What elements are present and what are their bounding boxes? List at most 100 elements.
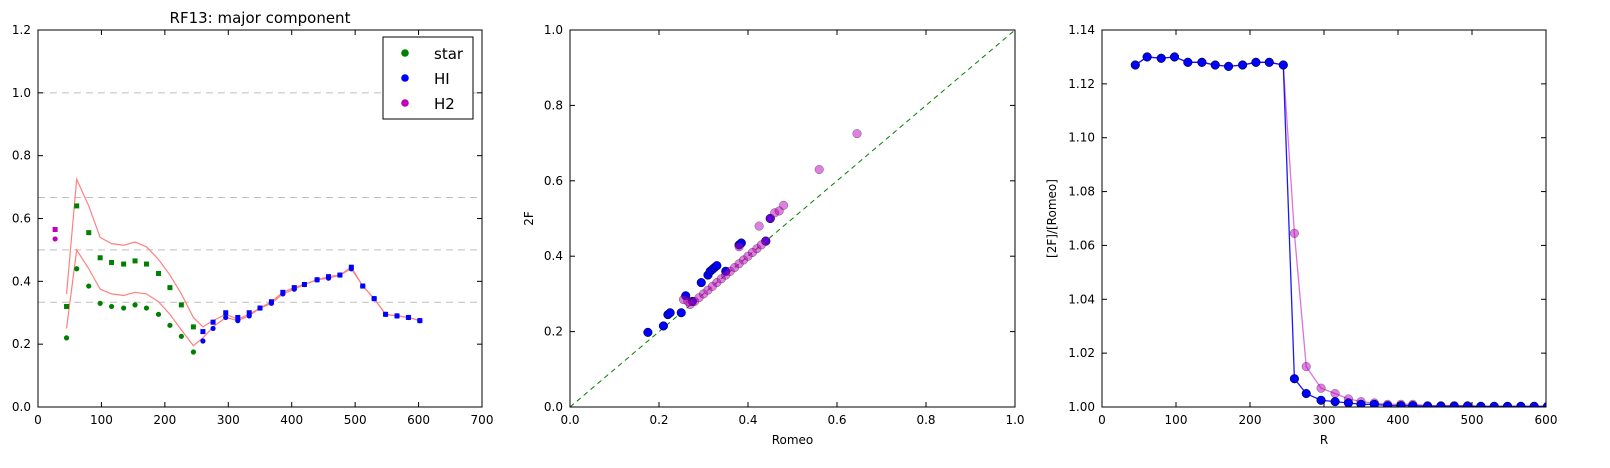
data-point xyxy=(155,311,162,317)
legend-label: HI xyxy=(434,70,450,88)
y-tick-label: 0.4 xyxy=(12,274,31,288)
y-tick-label: 0.0 xyxy=(544,400,563,414)
data-point xyxy=(405,314,411,320)
data-point xyxy=(337,272,343,278)
data-point xyxy=(1238,60,1248,70)
data-point xyxy=(1264,57,1274,67)
data-point xyxy=(143,261,149,267)
data-point xyxy=(63,335,70,341)
y-tick-label: 1.00 xyxy=(1068,400,1095,414)
data-point xyxy=(1330,397,1340,407)
plot-area xyxy=(38,92,482,355)
data-point xyxy=(1183,57,1193,67)
y-tick-label: 0.0 xyxy=(12,400,31,414)
data-point xyxy=(1223,61,1234,71)
data-point xyxy=(754,221,764,231)
plot-area xyxy=(570,30,1015,407)
data-point xyxy=(52,236,58,242)
data-point xyxy=(1330,388,1340,399)
y-tick-label: 1.2 xyxy=(12,23,31,37)
x-tick-label: 0.6 xyxy=(827,413,846,427)
data-point xyxy=(235,314,241,320)
x-tick-label: 100 xyxy=(1165,413,1188,427)
legend-marker xyxy=(401,74,409,82)
y-tick-label: 1.08 xyxy=(1068,185,1095,199)
data-point xyxy=(1542,402,1546,407)
x-tick-label: 0.8 xyxy=(916,413,935,427)
y-tick-label: 1.10 xyxy=(1068,131,1095,145)
y-tick-label: 1.06 xyxy=(1068,238,1095,252)
data-point xyxy=(1356,399,1366,407)
legend-label: star xyxy=(434,45,464,63)
data-point xyxy=(852,129,862,139)
data-point xyxy=(1316,395,1326,405)
data-point xyxy=(371,296,377,302)
data-point xyxy=(143,305,150,311)
series-line xyxy=(1134,56,1546,407)
data-point xyxy=(1463,401,1473,407)
data-point xyxy=(210,319,216,325)
data-point xyxy=(109,259,115,265)
data-point xyxy=(167,322,173,328)
data-point xyxy=(1142,52,1152,62)
plot-area xyxy=(1130,52,1546,407)
data-point xyxy=(1502,401,1513,407)
data-point xyxy=(291,285,297,291)
legend-box xyxy=(382,36,474,120)
data-point xyxy=(223,310,229,316)
data-point xyxy=(643,327,653,337)
data-point xyxy=(74,203,80,209)
data-point xyxy=(1383,401,1393,407)
data-point xyxy=(1408,401,1418,407)
y-tick-label: 0.2 xyxy=(544,325,563,339)
x-tick-label: 1.0 xyxy=(1005,413,1024,427)
y-tick-label: 0.6 xyxy=(544,174,563,188)
data-point xyxy=(132,258,138,264)
x-tick-label: 400 xyxy=(280,413,303,427)
data-point xyxy=(223,314,229,321)
y-tick-label: 1.0 xyxy=(12,86,31,100)
data-point xyxy=(74,266,80,272)
legend-marker xyxy=(401,49,409,57)
data-point xyxy=(383,311,389,317)
x-axis-label: R xyxy=(1320,433,1328,447)
data-point xyxy=(665,308,675,318)
data-point xyxy=(1289,228,1299,238)
data-point xyxy=(761,236,771,246)
y-tick-label: 0.8 xyxy=(12,149,31,163)
y-tick-label: 1.04 xyxy=(1068,292,1095,306)
data-point xyxy=(121,261,127,267)
y-tick-label: 0.6 xyxy=(12,212,31,226)
data-point xyxy=(1156,53,1166,63)
y-tick-label: 0.8 xyxy=(544,98,563,112)
data-point xyxy=(1489,401,1499,407)
data-point xyxy=(779,200,789,210)
data-point xyxy=(1529,401,1539,407)
data-point xyxy=(200,338,206,344)
legend-marker xyxy=(401,99,409,107)
data-point xyxy=(257,305,263,311)
axes-frame xyxy=(1101,29,1547,408)
x-tick-label: 500 xyxy=(344,413,367,427)
x-tick-label: 600 xyxy=(407,413,430,427)
x-tick-label: 0.4 xyxy=(738,413,757,427)
data-point xyxy=(712,261,722,271)
data-point xyxy=(1130,60,1140,70)
data-point xyxy=(178,302,184,308)
data-point xyxy=(1316,383,1326,393)
chart-panel-1: 0 100 200 300 400 500 600 700 0.0 0.2 0.4 0.6 0.8 1.0… xyxy=(12,9,494,427)
data-point xyxy=(326,274,332,280)
data-point xyxy=(1278,60,1288,70)
data-point xyxy=(1301,388,1311,399)
x-tick-label: 700 xyxy=(471,413,494,427)
data-point xyxy=(121,305,127,311)
y-tick-label: 1.14 xyxy=(1068,23,1095,37)
data-point xyxy=(417,318,423,324)
legend: star HI H2 xyxy=(382,36,474,120)
data-point xyxy=(814,164,824,175)
envelope-line xyxy=(65,248,420,347)
data-point xyxy=(86,230,92,236)
data-point xyxy=(1369,399,1379,407)
data-point xyxy=(52,226,58,232)
